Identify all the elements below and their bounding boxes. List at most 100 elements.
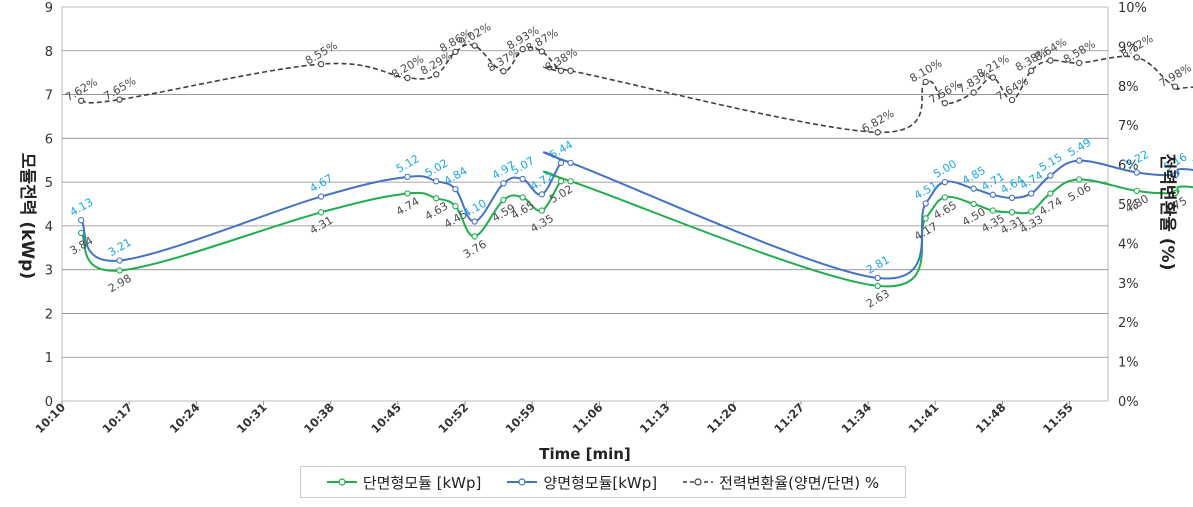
data-point — [941, 178, 949, 186]
legend-item-mono: 단면형모듈 [kWp] — [326, 472, 482, 493]
data-point — [922, 78, 929, 86]
data-point — [500, 180, 507, 187]
data-point — [1028, 190, 1035, 197]
y-right-tick-label: 8% — [1118, 80, 1139, 95]
plot-area — [61, 6, 1109, 402]
series-mono — [78, 170, 1193, 290]
data-point — [1172, 189, 1179, 197]
data-point — [1172, 171, 1179, 179]
data-point — [941, 99, 949, 107]
data-point — [78, 97, 85, 104]
data-point — [452, 203, 459, 210]
y-axis-right-title: 전력변환율 (%) — [1157, 154, 1177, 271]
y-right-tick-label: 5% — [1118, 198, 1139, 213]
data-point — [471, 233, 478, 240]
y-left-tick-label: 8 — [45, 45, 53, 60]
y-left-tick-label: 2 — [45, 307, 53, 322]
y-right-tick-label: 0% — [1118, 395, 1139, 410]
data-point — [519, 46, 526, 53]
x-tick-label: 10:52 — [435, 400, 471, 436]
data-point — [989, 207, 996, 214]
data-point — [1008, 96, 1016, 104]
data-point — [433, 71, 440, 78]
data-point — [1133, 187, 1140, 195]
legend-label-bifacial: 양면형모듈[kWp] — [543, 473, 658, 492]
y-axis-left-title: 모듈전력 (kWp) — [17, 153, 37, 279]
x-tick-label: 10:17 — [100, 400, 136, 436]
data-point — [874, 129, 881, 136]
data-point — [404, 74, 411, 82]
data-point — [500, 68, 507, 75]
y-right-tick-label: 9% — [1118, 40, 1139, 55]
series-ratio — [78, 42, 1193, 136]
y-right-tick-label: 4% — [1118, 237, 1139, 252]
data-point — [1076, 59, 1083, 67]
x-tick-label: 11:41 — [906, 400, 942, 436]
y-right-tick-label: 1% — [1118, 356, 1139, 371]
data-point — [500, 196, 507, 204]
data-point — [970, 89, 977, 96]
data-point — [404, 190, 411, 197]
data-label: 4.85 — [1190, 190, 1193, 214]
data-point — [1076, 157, 1083, 164]
x-axis-title: Time [min] — [539, 445, 631, 463]
data-point — [557, 67, 565, 74]
data-label: 5.24 — [1190, 147, 1193, 171]
series-line — [81, 43, 1193, 134]
x-tick-label: 11:13 — [637, 400, 673, 436]
y-left-tick-label: 1 — [45, 351, 53, 366]
data-point — [538, 207, 545, 214]
legend: 단면형모듈 [kWp] 양면형모듈[kWp] 전력변환율(양면/단면) % — [300, 466, 906, 498]
data-point — [78, 217, 85, 224]
data-point — [317, 193, 325, 200]
data-point — [941, 194, 949, 201]
data-point — [538, 48, 545, 55]
data-point — [116, 267, 123, 274]
x-tick-label: 11:27 — [771, 400, 807, 436]
x-tick-label: 11:34 — [838, 400, 874, 436]
data-point — [922, 215, 929, 222]
legend-item-bifacial: 양면형모듈[kWp] — [507, 472, 657, 493]
legend-line-blue-icon — [507, 478, 538, 486]
data-point — [989, 74, 996, 81]
data-point — [78, 229, 85, 237]
data-point — [1047, 190, 1054, 197]
data-point — [116, 96, 123, 103]
legend-line-green-icon — [326, 478, 357, 486]
data-point — [567, 178, 574, 185]
x-tick-label: 10:31 — [234, 400, 270, 436]
data-point — [1133, 54, 1140, 61]
x-tick-label: 10:24 — [167, 400, 203, 436]
data-point — [1028, 67, 1035, 74]
legend-label-ratio: 전력변환율(양면/단면) % — [719, 473, 880, 492]
y-left-tick-label: 7 — [45, 89, 53, 104]
y-right-tick-label: 2% — [1118, 316, 1139, 331]
data-point — [116, 257, 123, 264]
data-point — [1047, 57, 1054, 64]
y-right-tick-label: 3% — [1118, 277, 1139, 292]
x-tick-label: 10:59 — [503, 400, 539, 436]
data-point — [1028, 208, 1035, 215]
y-left-tick-label: 4 — [45, 220, 53, 235]
legend-item-ratio: 전력변환율(양면/단면) % — [683, 472, 879, 493]
data-point — [519, 175, 526, 183]
y-left-tick-label: 0 — [45, 395, 53, 410]
data-point — [538, 191, 545, 198]
y-left-tick-label: 6 — [45, 132, 53, 147]
data-point — [970, 185, 977, 192]
data-point — [519, 194, 526, 201]
x-tick-label: 11:20 — [704, 400, 740, 436]
data-point — [970, 200, 977, 208]
legend-label-mono: 단면형모듈 [kWp] — [362, 473, 482, 492]
x-tick-label: 11:55 — [1040, 400, 1076, 436]
data-point — [874, 282, 881, 290]
data-point — [433, 178, 440, 185]
series-layer — [78, 42, 1193, 290]
data-point — [989, 191, 996, 198]
x-tick-label: 10:45 — [368, 400, 404, 436]
data-point — [567, 159, 574, 166]
data-point — [471, 218, 478, 225]
data-point — [557, 159, 565, 166]
legend-line-dashed-icon — [683, 478, 714, 486]
